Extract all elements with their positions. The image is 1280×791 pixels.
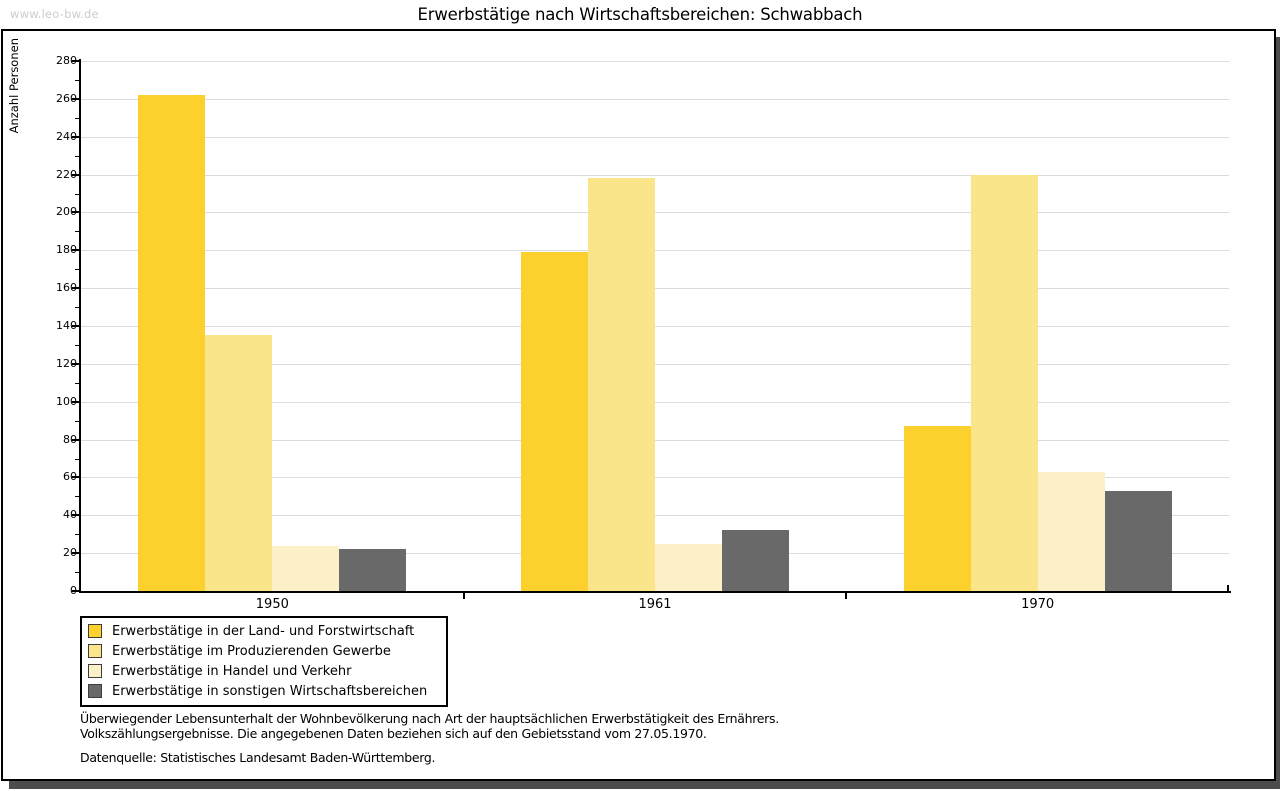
y-minor-tick (75, 193, 79, 195)
bar-series1-1950 (138, 95, 206, 591)
y-minor-tick (75, 382, 79, 384)
y-major-tick (72, 135, 79, 138)
y-major-tick (72, 211, 79, 214)
y-tick-label: 180 (56, 243, 77, 257)
gridline (81, 212, 1229, 214)
bar-series4-1961 (722, 530, 789, 591)
y-minor-tick (75, 458, 79, 460)
gridline (81, 98, 1229, 100)
y-major-tick (72, 325, 79, 327)
y-minor-tick (75, 307, 79, 309)
bar-series2-1970 (970, 174, 1038, 591)
y-minor-tick (75, 534, 79, 536)
legend-label: Erwerbstätige im Produzierenden Gewerbe (112, 643, 391, 659)
y-tick-label: 80 (63, 432, 77, 446)
y-minor-tick (75, 79, 79, 81)
y-major-tick (72, 287, 79, 290)
source-note: Datenquelle: Statistisches Landesamt Bad… (80, 750, 436, 765)
gridline (81, 326, 1229, 327)
legend-swatch (88, 684, 102, 698)
x-tick (462, 593, 465, 599)
plot-area (81, 61, 1229, 591)
bar-series2-1961 (588, 178, 655, 591)
y-minor-tick (75, 155, 79, 157)
x-axis-line (79, 591, 1231, 593)
bar-series2-1950 (205, 335, 273, 591)
y-major-tick (72, 438, 79, 441)
y-major-tick (72, 362, 79, 365)
gridline (81, 363, 1229, 365)
legend-label: Erwerbstätige in Handel und Verkehr (112, 663, 352, 679)
y-axis-title: Anzahl Personen (7, 38, 21, 134)
x-tick-label: 1950 (255, 597, 289, 612)
y-tick-label: 0 (70, 584, 77, 597)
y-minor-tick (75, 344, 79, 346)
y-tick-label: 20 (63, 546, 77, 560)
y-tick-label: 200 (56, 205, 77, 219)
x-tick-label: 1970 (1021, 597, 1055, 612)
y-major-tick (72, 514, 79, 517)
x-tick (845, 593, 848, 599)
y-major-tick (72, 590, 79, 592)
legend-row-4: Erwerbstätige in sonstigen Wirtschaftsbe… (88, 681, 446, 701)
y-minor-tick (75, 496, 79, 498)
y-major-tick (72, 552, 79, 555)
legend-label: Erwerbstätige in der Land- und Forstwirt… (112, 623, 415, 639)
y-major-tick (72, 249, 79, 252)
y-major-tick (72, 97, 79, 100)
legend-row-3: Erwerbstätige in Handel und Verkehr (88, 661, 446, 681)
y-tick-label: 220 (56, 167, 77, 181)
gridline (81, 477, 1229, 479)
legend-label: Erwerbstätige in sonstigen Wirtschaftsbe… (112, 683, 428, 699)
y-minor-tick (75, 420, 79, 422)
y-minor-tick (75, 117, 79, 119)
legend-swatch (88, 644, 102, 658)
chart-title: Erwerbstätige nach Wirtschaftsbereichen:… (417, 5, 863, 24)
bar-series1-1961 (521, 252, 588, 591)
gridline (81, 136, 1229, 138)
gridline (81, 250, 1229, 252)
x-tick-label: 1961 (638, 597, 672, 612)
gridline (81, 288, 1229, 290)
y-tick-label: 120 (56, 356, 77, 370)
y-major-tick (72, 173, 79, 176)
y-major-tick (72, 476, 79, 479)
legend-row-1: Erwerbstätige in der Land- und Forstwirt… (88, 621, 446, 641)
bar-series3-1961 (655, 543, 722, 591)
bar-series4-1950 (339, 549, 407, 591)
site-watermark: www.leo-bw.de (10, 7, 99, 21)
y-tick-label: 240 (56, 129, 77, 143)
bar-series3-1950 (272, 545, 340, 591)
legend-swatch (88, 624, 102, 638)
bar-series1-1970 (903, 426, 971, 591)
y-tick-label: 140 (56, 319, 77, 332)
gridline (81, 439, 1229, 441)
y-tick-label: 260 (56, 91, 77, 105)
gridline (81, 174, 1229, 176)
legend-row-2: Erwerbstätige im Produzierenden Gewerbe (88, 641, 446, 661)
y-major-tick (72, 400, 79, 403)
footnote-line-1: Überwiegender Lebensunterhalt der Wohnbe… (80, 711, 779, 726)
y-minor-tick (75, 231, 79, 233)
bar-series4-1970 (1104, 490, 1172, 591)
y-tick-label: 280 (56, 54, 77, 67)
y-tick-label: 100 (56, 394, 77, 408)
y-axis-line (79, 59, 81, 593)
footnote-line-2: Volkszählungsergebnisse. Die angegebenen… (80, 726, 707, 741)
y-minor-tick (75, 269, 79, 271)
y-tick-label: 160 (56, 281, 77, 295)
y-tick-label: 40 (63, 508, 77, 522)
x-axis-end-cap (1227, 585, 1229, 591)
gridline (81, 515, 1229, 517)
y-tick-label: 60 (63, 470, 77, 484)
bar-series3-1970 (1037, 471, 1105, 591)
gridline (81, 61, 1229, 62)
legend-swatch (88, 664, 102, 678)
y-major-tick (72, 60, 79, 62)
legend: Erwerbstätige in der Land- und Forstwirt… (80, 616, 448, 707)
y-minor-tick (75, 572, 79, 574)
gridline (81, 401, 1229, 403)
